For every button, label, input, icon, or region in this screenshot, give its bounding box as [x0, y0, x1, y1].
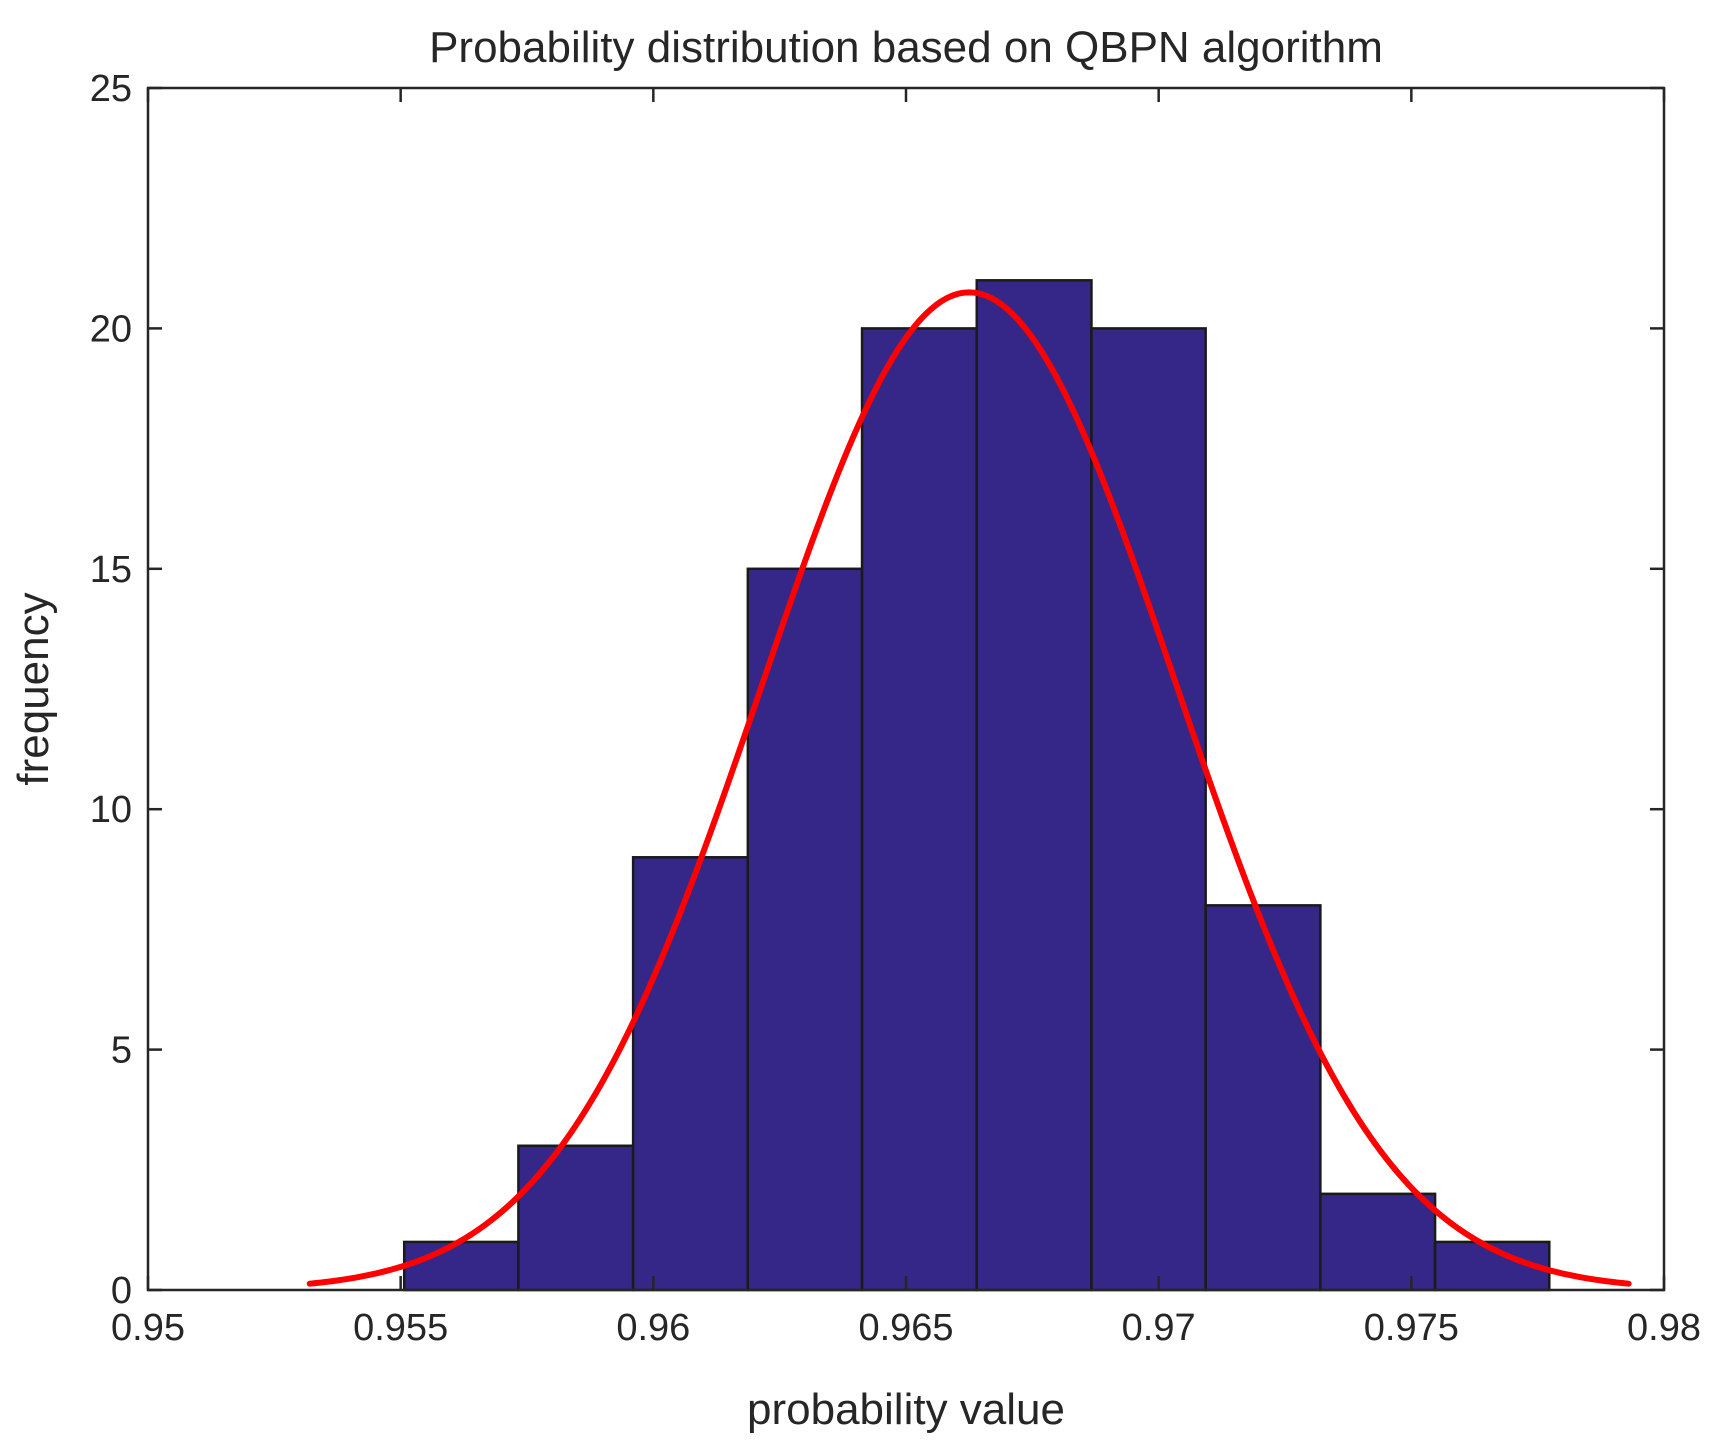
- histogram-bar-8: [1204, 904, 1322, 1292]
- bars-layer: [402, 279, 1551, 1292]
- ticks-layer: 0.95 0.955 0.96 0.965 0.97 0.975 0.98 0 5 10 15 20 2…: [90, 68, 1701, 1349]
- y-tick-label: 20: [90, 308, 132, 350]
- curve-layer: [306, 289, 1632, 1287]
- x-tick-label: 0.95: [111, 1307, 185, 1349]
- y-tick-label: 15: [90, 549, 132, 591]
- normal-fit-curve: [306, 289, 1632, 1287]
- x-tick-label: 0.975: [1364, 1307, 1459, 1349]
- y-tick-label: 5: [111, 1030, 132, 1072]
- histogram-bar-7: [1090, 327, 1207, 1292]
- x-tick-label: 0.96: [616, 1307, 690, 1349]
- y-tick-label: 0: [111, 1270, 132, 1312]
- x-tick-label: 0.965: [858, 1307, 953, 1349]
- x-tick-label: 0.955: [353, 1307, 448, 1349]
- x-axis-label: probability value: [747, 1385, 1065, 1434]
- histogram-bar-4: [746, 567, 864, 1292]
- histogram-bar-5: [860, 327, 978, 1292]
- x-tick-label: 0.97: [1122, 1307, 1196, 1349]
- histogram-bar-1: [402, 1240, 520, 1292]
- x-tick-label: 0.98: [1627, 1307, 1701, 1349]
- histogram-bar-9: [1319, 1192, 1437, 1292]
- y-axis-label: frequency: [9, 592, 58, 785]
- histogram-bar-3: [631, 856, 750, 1292]
- histogram-bar-6: [975, 279, 1093, 1292]
- histogram-bar-2: [517, 1144, 635, 1292]
- y-tick-label: 25: [90, 68, 132, 110]
- chart-title: Probability distribution based on QBPN a…: [429, 23, 1383, 72]
- y-tick-label: 10: [90, 789, 132, 831]
